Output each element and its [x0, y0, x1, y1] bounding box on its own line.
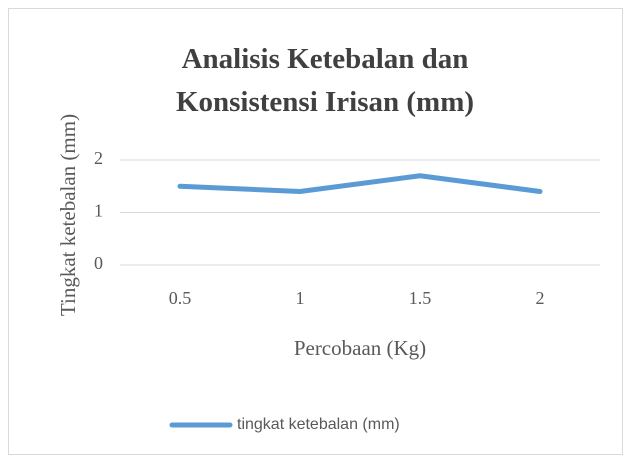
y-tick-label: 1: [94, 201, 103, 221]
x-tick-label: 0.5: [169, 288, 192, 308]
legend-label: tingkat ketebalan (mm): [237, 416, 400, 433]
y-axis-title: Tingkat ketebalan (mm): [56, 114, 80, 316]
x-axis-title: Percobaan (Kg): [294, 336, 426, 360]
y-tick-label: 2: [94, 148, 103, 168]
x-tick-label: 2: [536, 288, 545, 308]
x-tick-label: 1: [296, 288, 305, 308]
chart-title: Analisis Ketebalan dan Konsistensi Irisa…: [175, 43, 475, 118]
data-line: [177, 173, 543, 194]
chart-frame: [8, 8, 623, 455]
y-tick-label: 0: [94, 253, 103, 273]
x-tick-label: 1.5: [409, 288, 432, 308]
